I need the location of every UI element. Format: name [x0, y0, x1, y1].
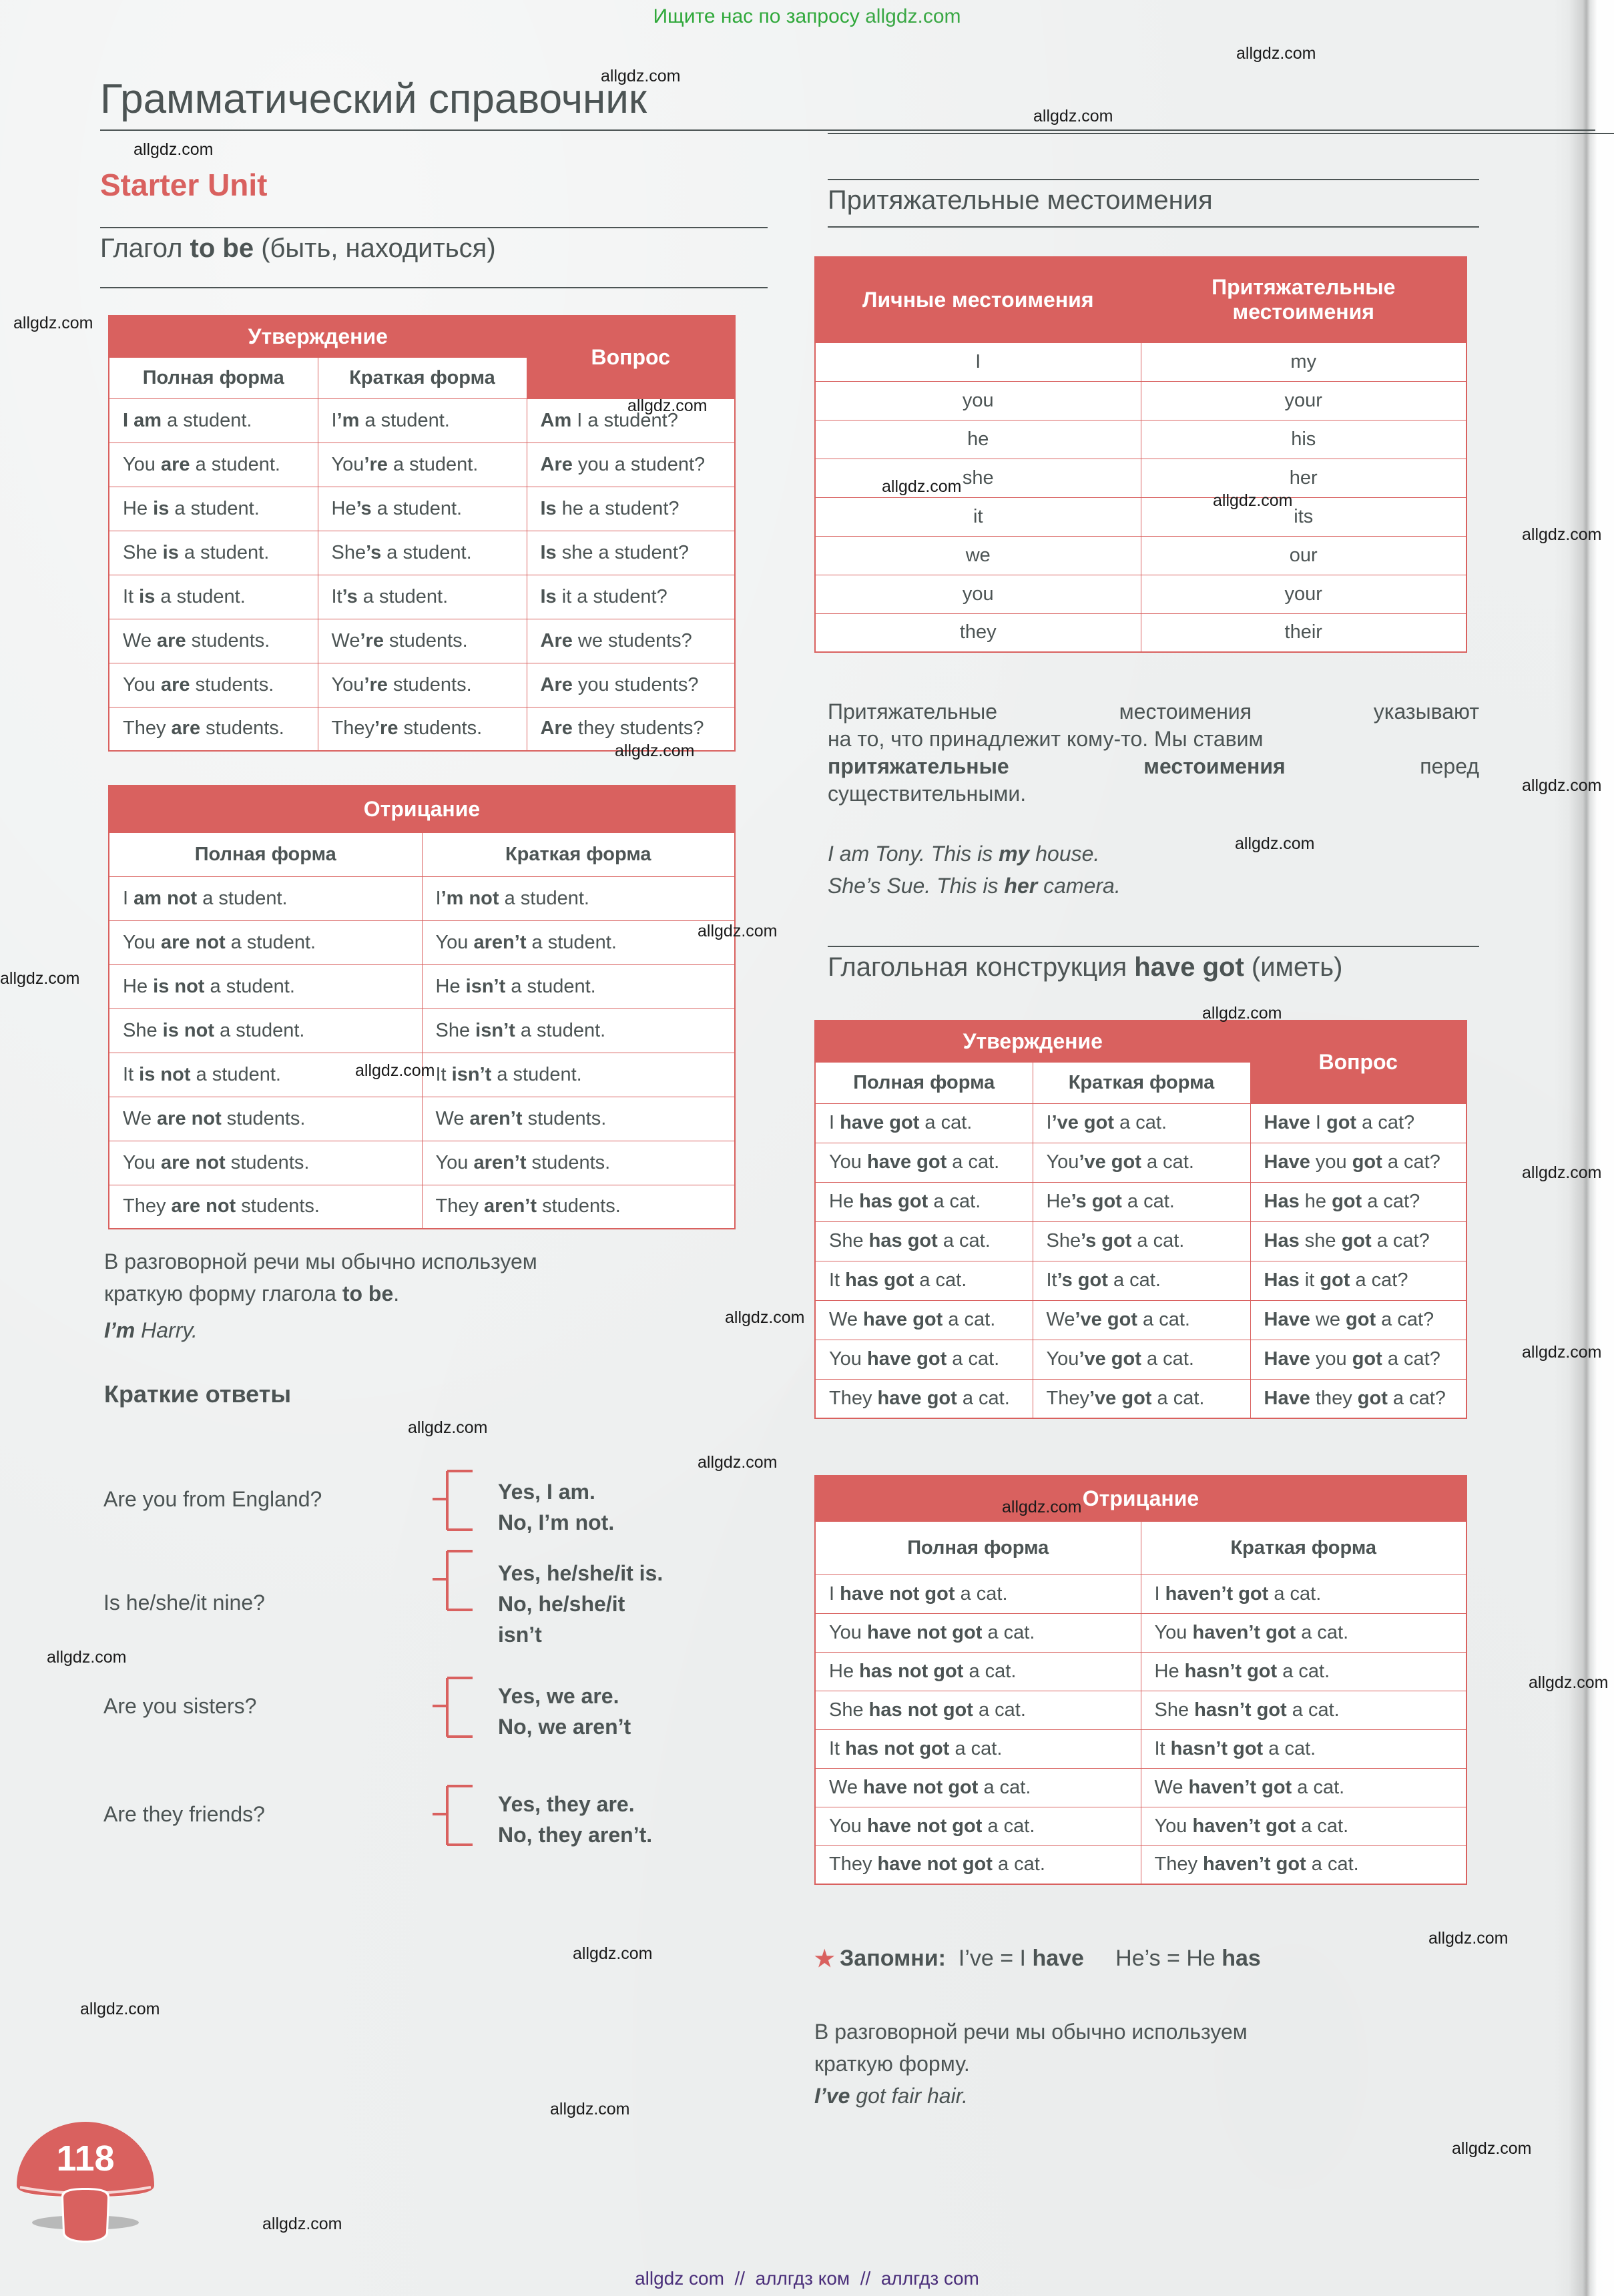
svg-text:118: 118 [56, 2138, 114, 2179]
